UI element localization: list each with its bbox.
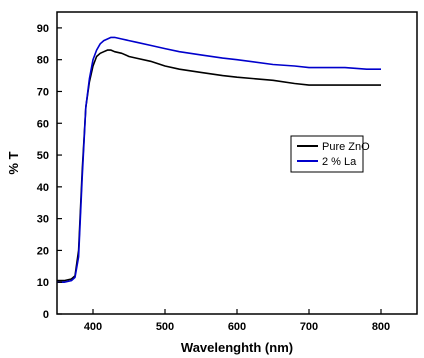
x-tick-label: 500: [156, 321, 174, 333]
x-tick-label: 400: [84, 321, 102, 333]
x-tick-label: 800: [372, 321, 390, 333]
series-layer: [57, 36, 381, 284]
y-tick-label: 90: [37, 23, 49, 35]
y-tick-label: 0: [43, 309, 49, 321]
y-tick-label: 10: [37, 277, 49, 289]
y-tick-label: 30: [37, 214, 49, 226]
y-tick-label: 20: [37, 245, 49, 257]
y-tick-label: 40: [37, 182, 49, 194]
x-axis-ticks: 400 500 600 700 800: [84, 309, 390, 333]
y-tick-label: 50: [37, 150, 49, 162]
x-tick-label: 600: [228, 321, 246, 333]
y-tick-label: 60: [37, 118, 49, 130]
y-axis-ticks: 0 10 20 30 40 50 60 70 80 90: [37, 23, 62, 321]
series-line-2: [57, 36, 381, 284]
y-tick-label: 70: [37, 86, 49, 98]
legend-label: Pure ZnO: [322, 141, 370, 153]
x-axis-title: Wavelenghth (nm): [181, 340, 293, 355]
x-tick-label: 700: [300, 321, 318, 333]
legend-label: 2 % La: [322, 156, 357, 168]
legend: Pure ZnO 2 % La: [290, 135, 370, 173]
y-tick-label: 80: [37, 55, 49, 67]
legend-box: [290, 135, 364, 173]
y-axis-title: % T: [6, 151, 21, 174]
